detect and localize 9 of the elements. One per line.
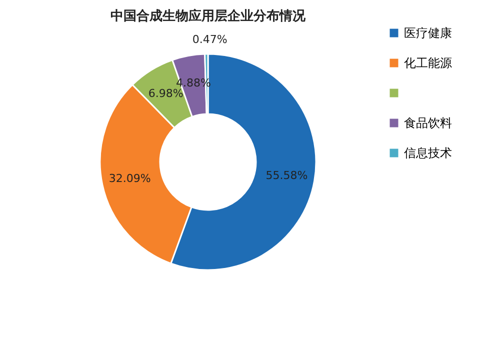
data-label: 55.58% [266,168,308,182]
chart-title: 中国合成生物应用层企业分布情况 [110,8,306,24]
data-label: 0.47% [192,33,228,46]
legend-label: 医疗健康 [404,26,452,40]
data-label: 6.98% [148,87,184,100]
legend-label: 食品饮料 [404,116,452,130]
data-label: 32.09% [108,172,151,185]
legend-label: 信息技术 [404,146,452,160]
legend-label: 化工能源 [404,56,452,70]
